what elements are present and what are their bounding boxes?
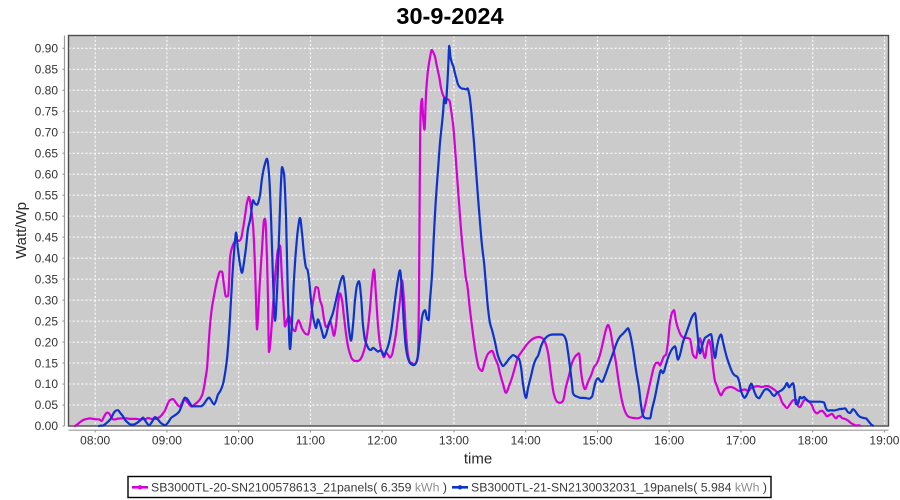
svg-text:10:00: 10:00 bbox=[224, 433, 254, 447]
svg-text:0.10: 0.10 bbox=[35, 377, 59, 391]
svg-text:0.65: 0.65 bbox=[35, 146, 59, 160]
svg-text:time: time bbox=[464, 450, 492, 467]
svg-text:0.80: 0.80 bbox=[35, 83, 59, 97]
svg-text:0.55: 0.55 bbox=[35, 188, 59, 202]
svg-text:14:00: 14:00 bbox=[511, 433, 541, 447]
svg-text:0.00: 0.00 bbox=[35, 419, 59, 433]
svg-text:0.40: 0.40 bbox=[35, 251, 59, 265]
svg-text:15:00: 15:00 bbox=[582, 433, 612, 447]
svg-text:0.35: 0.35 bbox=[35, 272, 59, 286]
svg-text:0.75: 0.75 bbox=[35, 104, 59, 118]
svg-text:0.90: 0.90 bbox=[35, 42, 59, 56]
svg-text:08:00: 08:00 bbox=[80, 433, 110, 447]
svg-text:SB3000TL-20-SN2100578613_21pan: SB3000TL-20-SN2100578613_21panels( 6.359… bbox=[151, 480, 447, 494]
svg-text:17:00: 17:00 bbox=[726, 433, 756, 447]
svg-text:0.60: 0.60 bbox=[35, 167, 59, 181]
svg-text:19:00: 19:00 bbox=[869, 433, 899, 447]
svg-text:0.30: 0.30 bbox=[35, 293, 59, 307]
svg-text:0.70: 0.70 bbox=[35, 125, 59, 139]
svg-text:16:00: 16:00 bbox=[654, 433, 684, 447]
svg-text:0.05: 0.05 bbox=[35, 398, 59, 412]
svg-text:SB3000TL-21-SN2130032031_19pan: SB3000TL-21-SN2130032031_19panels( 5.984… bbox=[471, 480, 767, 494]
svg-text:0.20: 0.20 bbox=[35, 335, 59, 349]
svg-text:12:00: 12:00 bbox=[367, 433, 397, 447]
svg-text:0.45: 0.45 bbox=[35, 230, 59, 244]
svg-text:0.85: 0.85 bbox=[35, 62, 59, 76]
svg-text:0.25: 0.25 bbox=[35, 314, 59, 328]
svg-text:13:00: 13:00 bbox=[439, 433, 469, 447]
svg-text:09:00: 09:00 bbox=[152, 433, 182, 447]
svg-text:30-9-2024: 30-9-2024 bbox=[396, 3, 503, 29]
svg-text:0.50: 0.50 bbox=[35, 209, 59, 223]
svg-text:0.15: 0.15 bbox=[35, 356, 59, 370]
svg-text:18:00: 18:00 bbox=[798, 433, 828, 447]
svg-text:Watt/Wp: Watt/Wp bbox=[13, 202, 30, 259]
svg-text:11:00: 11:00 bbox=[296, 433, 325, 447]
